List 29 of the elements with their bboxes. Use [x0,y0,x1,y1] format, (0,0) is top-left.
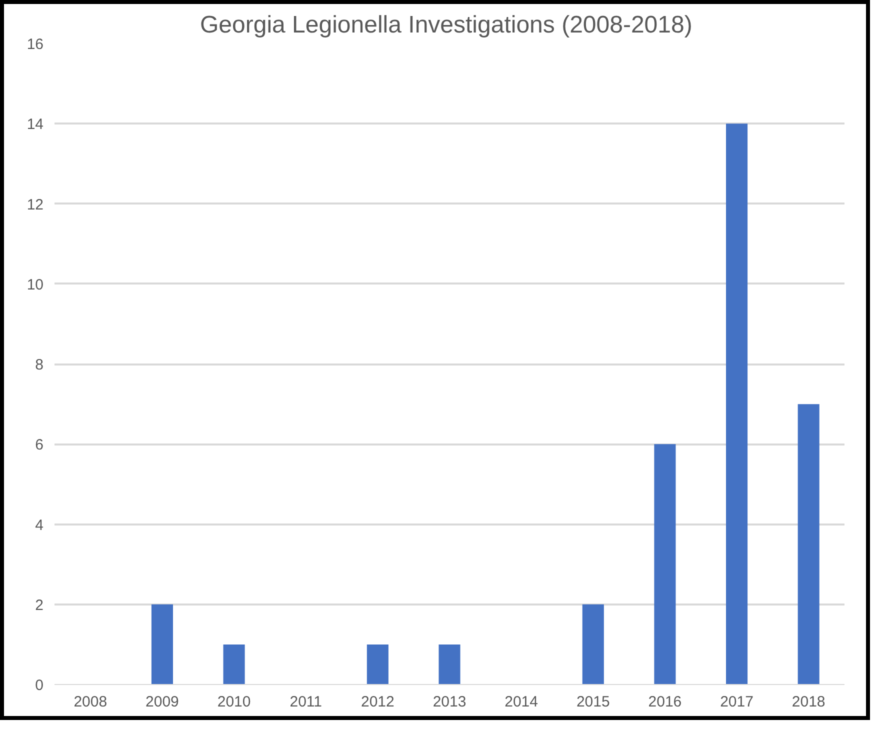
x-tick-label: 2017 [720,694,754,710]
x-tick-label: 2014 [504,694,538,710]
y-tick-label: 10 [26,276,44,294]
y-tick-label: 16 [26,36,44,53]
y-tick-label: 8 [35,356,44,374]
x-tick-label: 2010 [217,694,251,710]
bar [582,604,604,684]
x-tick-label: 2018 [792,694,826,710]
bar [438,644,460,684]
bar [366,644,388,684]
x-tick-label: 2015 [576,694,610,710]
x-tick-label: 2008 [74,694,108,710]
x-tick-label: 2016 [648,694,682,710]
y-tick-label: 12 [26,196,44,214]
bar [798,404,820,684]
x-tick-label: 2011 [290,694,322,710]
y-tick-label: 14 [26,116,44,134]
y-tick-label: 4 [35,516,44,534]
bar [223,644,245,684]
y-tick-label: 2 [35,596,44,614]
bar [726,124,748,684]
chart-title: Georgia Legionella Investigations (2008-2018) [200,12,692,38]
x-tick-label: 2012 [360,694,394,710]
bar [151,604,173,684]
x-tick-label: 2013 [432,694,466,710]
bar [654,444,676,684]
y-tick-label: 6 [35,436,44,454]
x-tick-label: 2009 [146,694,179,710]
y-tick-label: 0 [35,677,44,694]
